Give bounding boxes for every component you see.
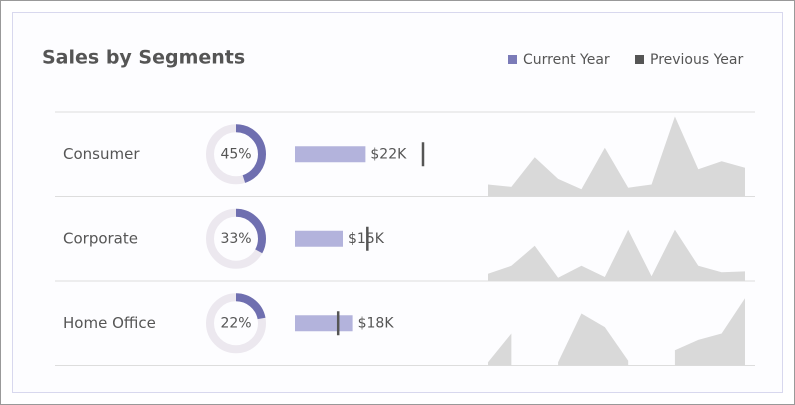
card <box>12 12 783 393</box>
segment-name: Consumer <box>63 145 140 163</box>
current-label: $18K <box>358 315 395 331</box>
current-bar <box>295 146 366 163</box>
segment-name: Home Office <box>63 314 156 332</box>
share-label: 45% <box>220 146 251 162</box>
current-bar <box>295 230 343 247</box>
current-label: $22K <box>370 146 407 162</box>
share-label: 33% <box>220 231 251 247</box>
title: Sales by Segments <box>42 47 245 69</box>
legend-label: Current Year <box>523 52 610 68</box>
current-bar <box>295 315 353 332</box>
share-label: 22% <box>220 315 251 331</box>
legend-label: Previous Year <box>650 52 744 68</box>
sparkline-area <box>488 229 745 281</box>
sparkline-area <box>488 116 745 197</box>
share-arc <box>206 124 266 185</box>
sparkline-area <box>674 298 745 366</box>
sparkline-area <box>558 313 629 366</box>
segment-name: Corporate <box>63 229 138 247</box>
share-arc <box>206 208 266 269</box>
share-arc <box>206 293 266 354</box>
legend-swatch <box>508 55 517 64</box>
sparkline-area <box>488 333 512 366</box>
legend-swatch <box>635 55 644 64</box>
